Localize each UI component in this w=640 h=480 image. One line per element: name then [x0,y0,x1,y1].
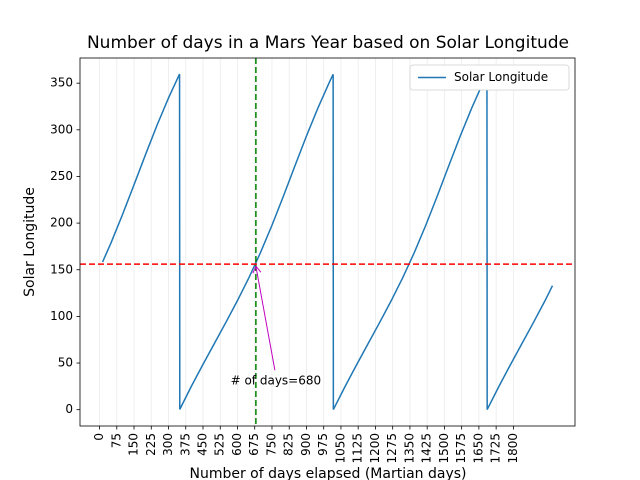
x-tick-label: 825 [282,433,296,456]
legend-box [409,64,570,91]
x-tick-label: 975 [316,433,330,456]
x-tick-label: 300 [161,433,175,456]
y-tick-label: 250 [50,169,73,183]
y-tick-label: 50 [58,356,73,370]
x-tick-label: 1350 [402,433,416,464]
x-tick-label: 75 [109,433,123,448]
x-tick-label: 675 [247,433,261,456]
y-tick-label: 150 [50,262,73,276]
plot-frame [79,57,576,427]
data-line [101,73,554,410]
y-tick-label: 200 [50,216,73,230]
annotation-text: # of days=680 [231,374,322,388]
x-tick-label: 1800 [506,433,520,464]
x-tick-label: 1425 [420,433,434,464]
x-tick-label: 525 [213,433,227,456]
x-tick-label: 600 [230,433,244,456]
x-tick-label: 1275 [385,433,399,464]
x-axis-label: Number of days elapsed (Martian days) [189,466,466,480]
y-tick-label: 350 [50,76,73,90]
x-tick-label: 750 [264,433,278,456]
y-tick-label: 300 [50,122,73,136]
x-tick-label: 450 [196,433,210,456]
x-tick-label: 1650 [471,433,485,464]
x-tick-label: 375 [178,433,192,456]
x-tick-label: 225 [144,433,158,456]
x-tick-label: 1500 [437,433,451,464]
y-tick-label: 100 [50,309,73,323]
x-tick-label: 1575 [454,433,468,464]
x-tick-label: 1050 [333,433,347,464]
y-axis-label: Solar Longitude [22,187,38,297]
annotation-arrow [255,266,276,371]
x-tick-label: 1125 [351,433,365,464]
x-tick-label: 1200 [368,433,382,464]
x-tick-label: 150 [127,433,141,456]
y-tick-label: 0 [65,402,73,416]
x-tick-label: 0 [92,433,106,441]
x-tick-label: 900 [299,433,313,456]
chart-title: Number of days in a Mars Year based on S… [87,33,569,53]
annotation-arrowhead [252,265,262,274]
legend-label: Solar Longitude [454,70,548,84]
x-tick-label: 1725 [489,433,503,464]
